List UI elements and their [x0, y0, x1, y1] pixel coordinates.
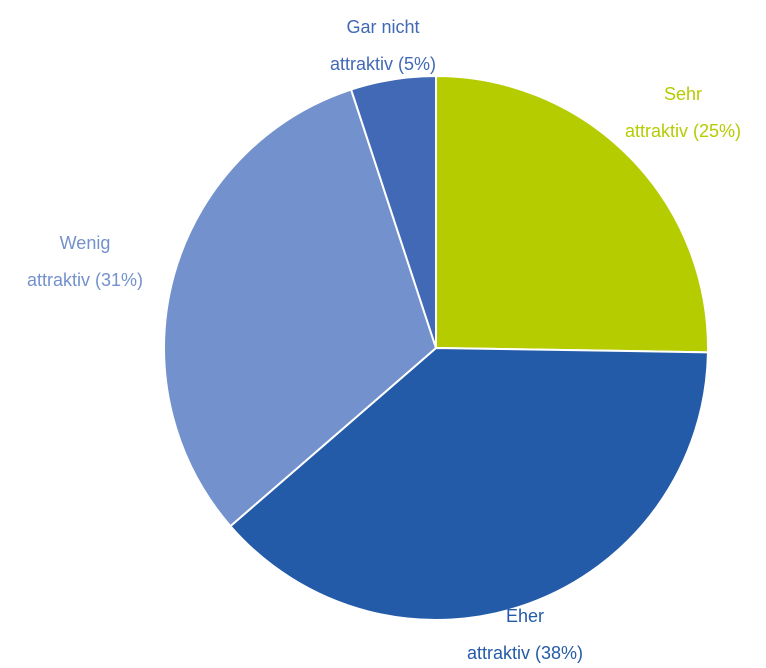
pie-slice: [163, 88, 438, 528]
slice-label: attraktiv (38%): [467, 643, 583, 663]
slice-label: Sehr: [664, 84, 702, 104]
slice-label: attraktiv (25%): [625, 121, 741, 141]
pie-slice: [435, 74, 709, 354]
slice-label: Wenig: [60, 233, 111, 253]
pie-slice: [349, 74, 437, 349]
slice-label: Eher: [506, 606, 544, 626]
slice-label: attraktiv (31%): [27, 270, 143, 290]
slice-label: attraktiv (5%): [330, 54, 436, 74]
slice-label: Gar nicht: [346, 17, 419, 37]
pie-slice: [229, 346, 709, 621]
